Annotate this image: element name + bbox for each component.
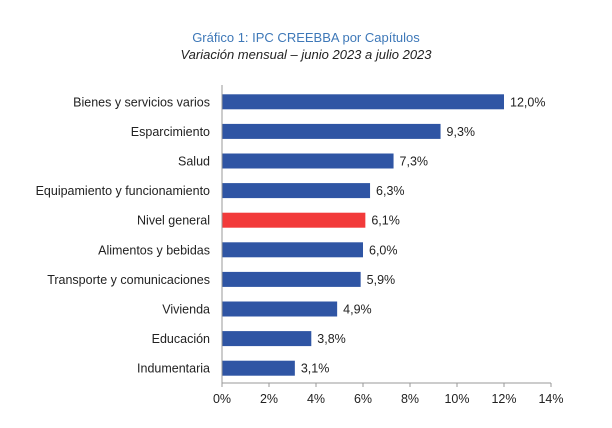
category-label: Salud: [178, 155, 210, 169]
value-label: 6,1%: [371, 214, 400, 228]
value-label: 9,3%: [447, 125, 476, 139]
category-label: Vivienda: [162, 303, 210, 317]
value-label: 6,3%: [376, 184, 405, 198]
bar: [222, 242, 363, 258]
category-label: Nivel general: [137, 214, 210, 228]
x-tick-label: 0%: [213, 392, 231, 406]
value-label: 12,0%: [510, 95, 545, 109]
x-tick-label: 14%: [538, 392, 563, 406]
bar: [222, 331, 312, 347]
chart-title: Gráfico 1: IPC CREEBBA por Capítulos: [192, 30, 420, 45]
bar: [222, 271, 361, 287]
bar-highlight: [222, 212, 366, 228]
x-tick-label: 12%: [491, 392, 516, 406]
x-tick-label: 4%: [307, 392, 325, 406]
bar: [222, 301, 338, 317]
bar: [222, 183, 371, 199]
category-label: Transporte y comunicaciones: [47, 273, 210, 287]
value-label: 7,3%: [400, 155, 429, 169]
chart-subtitle: Variación mensual – junio 2023 a julio 2…: [180, 47, 432, 62]
category-label: Alimentos y bebidas: [98, 243, 210, 257]
x-tick-label: 8%: [401, 392, 419, 406]
value-label: 5,9%: [367, 273, 396, 287]
value-label: 3,1%: [301, 362, 330, 376]
bar: [222, 153, 394, 169]
value-label: 6,0%: [369, 243, 398, 257]
category-label: Esparcimiento: [131, 125, 210, 139]
bar: [222, 123, 441, 139]
x-tick-label: 2%: [260, 392, 278, 406]
category-label: Equipamiento y funcionamiento: [36, 184, 210, 198]
category-label: Educación: [152, 332, 210, 346]
bar: [222, 94, 504, 110]
value-label: 3,8%: [317, 332, 346, 346]
x-tick-label: 10%: [444, 392, 469, 406]
value-label: 4,9%: [343, 303, 372, 317]
bar: [222, 360, 295, 376]
category-label: Bienes y servicios varios: [73, 95, 210, 109]
category-label: Indumentaria: [137, 362, 210, 376]
x-tick-label: 6%: [354, 392, 372, 406]
